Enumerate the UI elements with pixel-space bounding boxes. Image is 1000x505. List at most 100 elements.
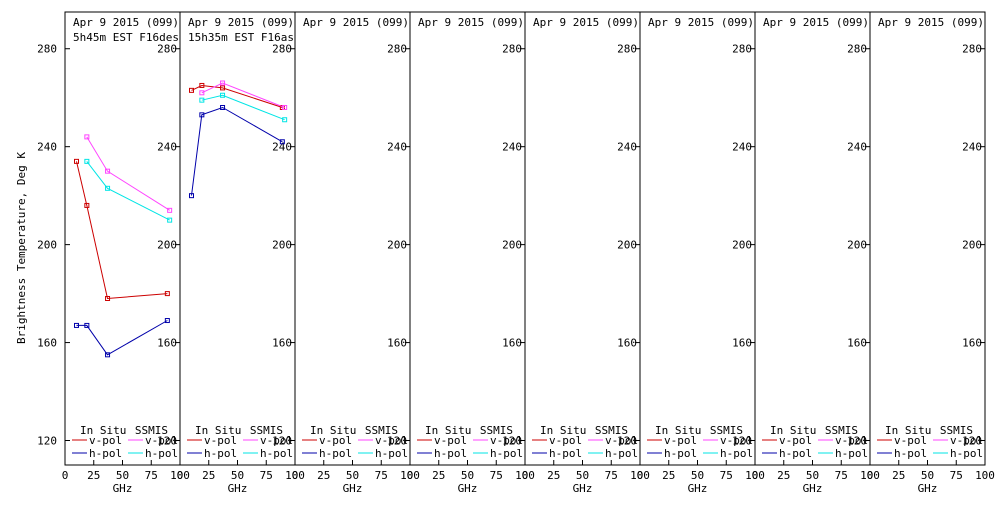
y-tick-label: 240	[847, 141, 867, 154]
y-tick-label: 200	[847, 239, 867, 252]
legend-entry-label: v-pol	[720, 434, 753, 447]
data-point	[279, 139, 285, 145]
x-tick-label: 25	[892, 469, 905, 482]
x-tick-label: 100	[400, 469, 420, 482]
panel-7: Apr 9 2015 (099) 120 160 200 240 280 0 25 50 75 10…	[752, 11, 880, 495]
panel-2: Apr 9 2015 (099) 15h35m EST F16asc 120 160 2…	[177, 11, 305, 495]
x-axis-label: GHz	[573, 482, 593, 495]
legend-in-situ-label: In Situ	[770, 424, 816, 437]
x-axis-label: GHz	[228, 482, 248, 495]
y-tick-label-left: 200	[37, 239, 57, 252]
x-tick-label: 25	[662, 469, 675, 482]
series-line	[201, 94, 285, 121]
legend-entry-label: v-pol	[260, 434, 293, 447]
y-tick-label: 160	[732, 337, 752, 350]
y-tick-label: 280	[962, 43, 982, 56]
panel-subtitle: 15h35m EST F16asc	[188, 31, 301, 44]
y-tick-label-left: 120	[37, 435, 57, 448]
panel-3: Apr 9 2015 (099) 120 160 200 240 280 0 25 50 75 10…	[292, 11, 420, 495]
legend-ssmis-label: SSMIS	[710, 424, 743, 437]
data-point	[167, 207, 173, 213]
y-tick-label: 120	[502, 435, 522, 448]
y-tick-label-left: 280	[37, 43, 57, 56]
legend-entry-label: h-pol	[664, 447, 697, 460]
x-tick-label: 100	[285, 469, 305, 482]
data-point	[282, 104, 288, 110]
x-tick-label: 25	[547, 469, 560, 482]
data-point	[199, 82, 205, 88]
x-tick-label: 25	[317, 469, 330, 482]
legend-entry-label: h-pol	[319, 447, 352, 460]
legend-ssmis-label: SSMIS	[135, 424, 168, 437]
legend-entry-label: v-pol	[319, 434, 352, 447]
x-tick-label: 25	[202, 469, 215, 482]
y-tick-label: 280	[847, 43, 867, 56]
x-tick-label: 100	[860, 469, 880, 482]
x-tick-label: 50	[346, 469, 359, 482]
x-tick-label: 0	[407, 469, 414, 482]
y-tick-label: 200	[502, 239, 522, 252]
x-tick-label: 50	[231, 469, 244, 482]
x-tick-label: 75	[375, 469, 388, 482]
legend-in-situ-label: In Situ	[655, 424, 701, 437]
x-tick-label: 0	[522, 469, 529, 482]
data-point	[84, 322, 90, 328]
x-tick-label: 25	[432, 469, 445, 482]
y-tick-label: 160	[847, 337, 867, 350]
legend-entry-label: v-pol	[145, 434, 178, 447]
x-tick-label: 0	[177, 469, 184, 482]
y-tick-label: 120	[387, 435, 407, 448]
legend-entry-label: h-pol	[89, 447, 122, 460]
panel-8: Apr 9 2015 (099) 120 160 200 240 280 0 25 50 75 10…	[867, 11, 995, 495]
x-tick-label: 75	[605, 469, 618, 482]
series-line	[86, 161, 170, 221]
data-point	[105, 352, 111, 358]
data-point	[199, 97, 205, 103]
legend-entry-label: v-pol	[434, 434, 467, 447]
data-point	[84, 158, 90, 164]
series-line	[201, 82, 285, 108]
legend-entry-label: h-pol	[894, 447, 927, 460]
x-tick-label: 50	[461, 469, 474, 482]
legend-ssmis-label: SSMIS	[940, 424, 973, 437]
y-tick-label: 280	[387, 43, 407, 56]
y-tick-label: 240	[617, 141, 637, 154]
x-tick-label: 25	[87, 469, 100, 482]
panel-title-group: Apr 9 2015 (099) 5h45m EST F16des	[73, 16, 179, 44]
y-tick-label-left: 240	[37, 141, 57, 154]
panel-title: Apr 9 2015 (099)	[648, 16, 754, 29]
y-tick-label: 240	[272, 141, 292, 154]
legend-entry-label: h-pol	[260, 447, 293, 460]
data-point	[105, 185, 111, 191]
legend-in-situ-label: In Situ	[80, 424, 126, 437]
legend-ssmis-label: SSMIS	[250, 424, 283, 437]
series-line	[191, 84, 283, 108]
series-line	[76, 161, 168, 300]
panel-title-group: Apr 9 2015 (099)	[878, 16, 984, 29]
y-tick-label: 160	[502, 337, 522, 350]
x-tick-label: 0	[62, 469, 69, 482]
legend-entry-label: h-pol	[145, 447, 178, 460]
legend-entry-label: v-pol	[779, 434, 812, 447]
y-tick-label: 160	[272, 337, 292, 350]
panel-subtitle: 5h45m EST F16des	[73, 31, 179, 44]
panel-1: Apr 9 2015 (099) 5h45m EST F16des 120 120 16…	[37, 11, 190, 495]
y-tick-label: 120	[732, 435, 752, 448]
x-tick-label: 0	[292, 469, 299, 482]
legend-ssmis-label: SSMIS	[365, 424, 398, 437]
x-axis-label: GHz	[458, 482, 478, 495]
x-tick-label: 100	[630, 469, 650, 482]
panel-title-group: Apr 9 2015 (099)	[418, 16, 524, 29]
series-line	[191, 106, 283, 196]
legend-in-situ-label: In Situ	[425, 424, 471, 437]
legend-in-situ-label: In Situ	[885, 424, 931, 437]
panel-title-group: Apr 9 2015 (099)	[763, 16, 869, 29]
legend-entry-label: h-pol	[835, 447, 868, 460]
data-point	[220, 104, 226, 110]
legend-entry-label: v-pol	[490, 434, 523, 447]
x-tick-label: 100	[975, 469, 995, 482]
